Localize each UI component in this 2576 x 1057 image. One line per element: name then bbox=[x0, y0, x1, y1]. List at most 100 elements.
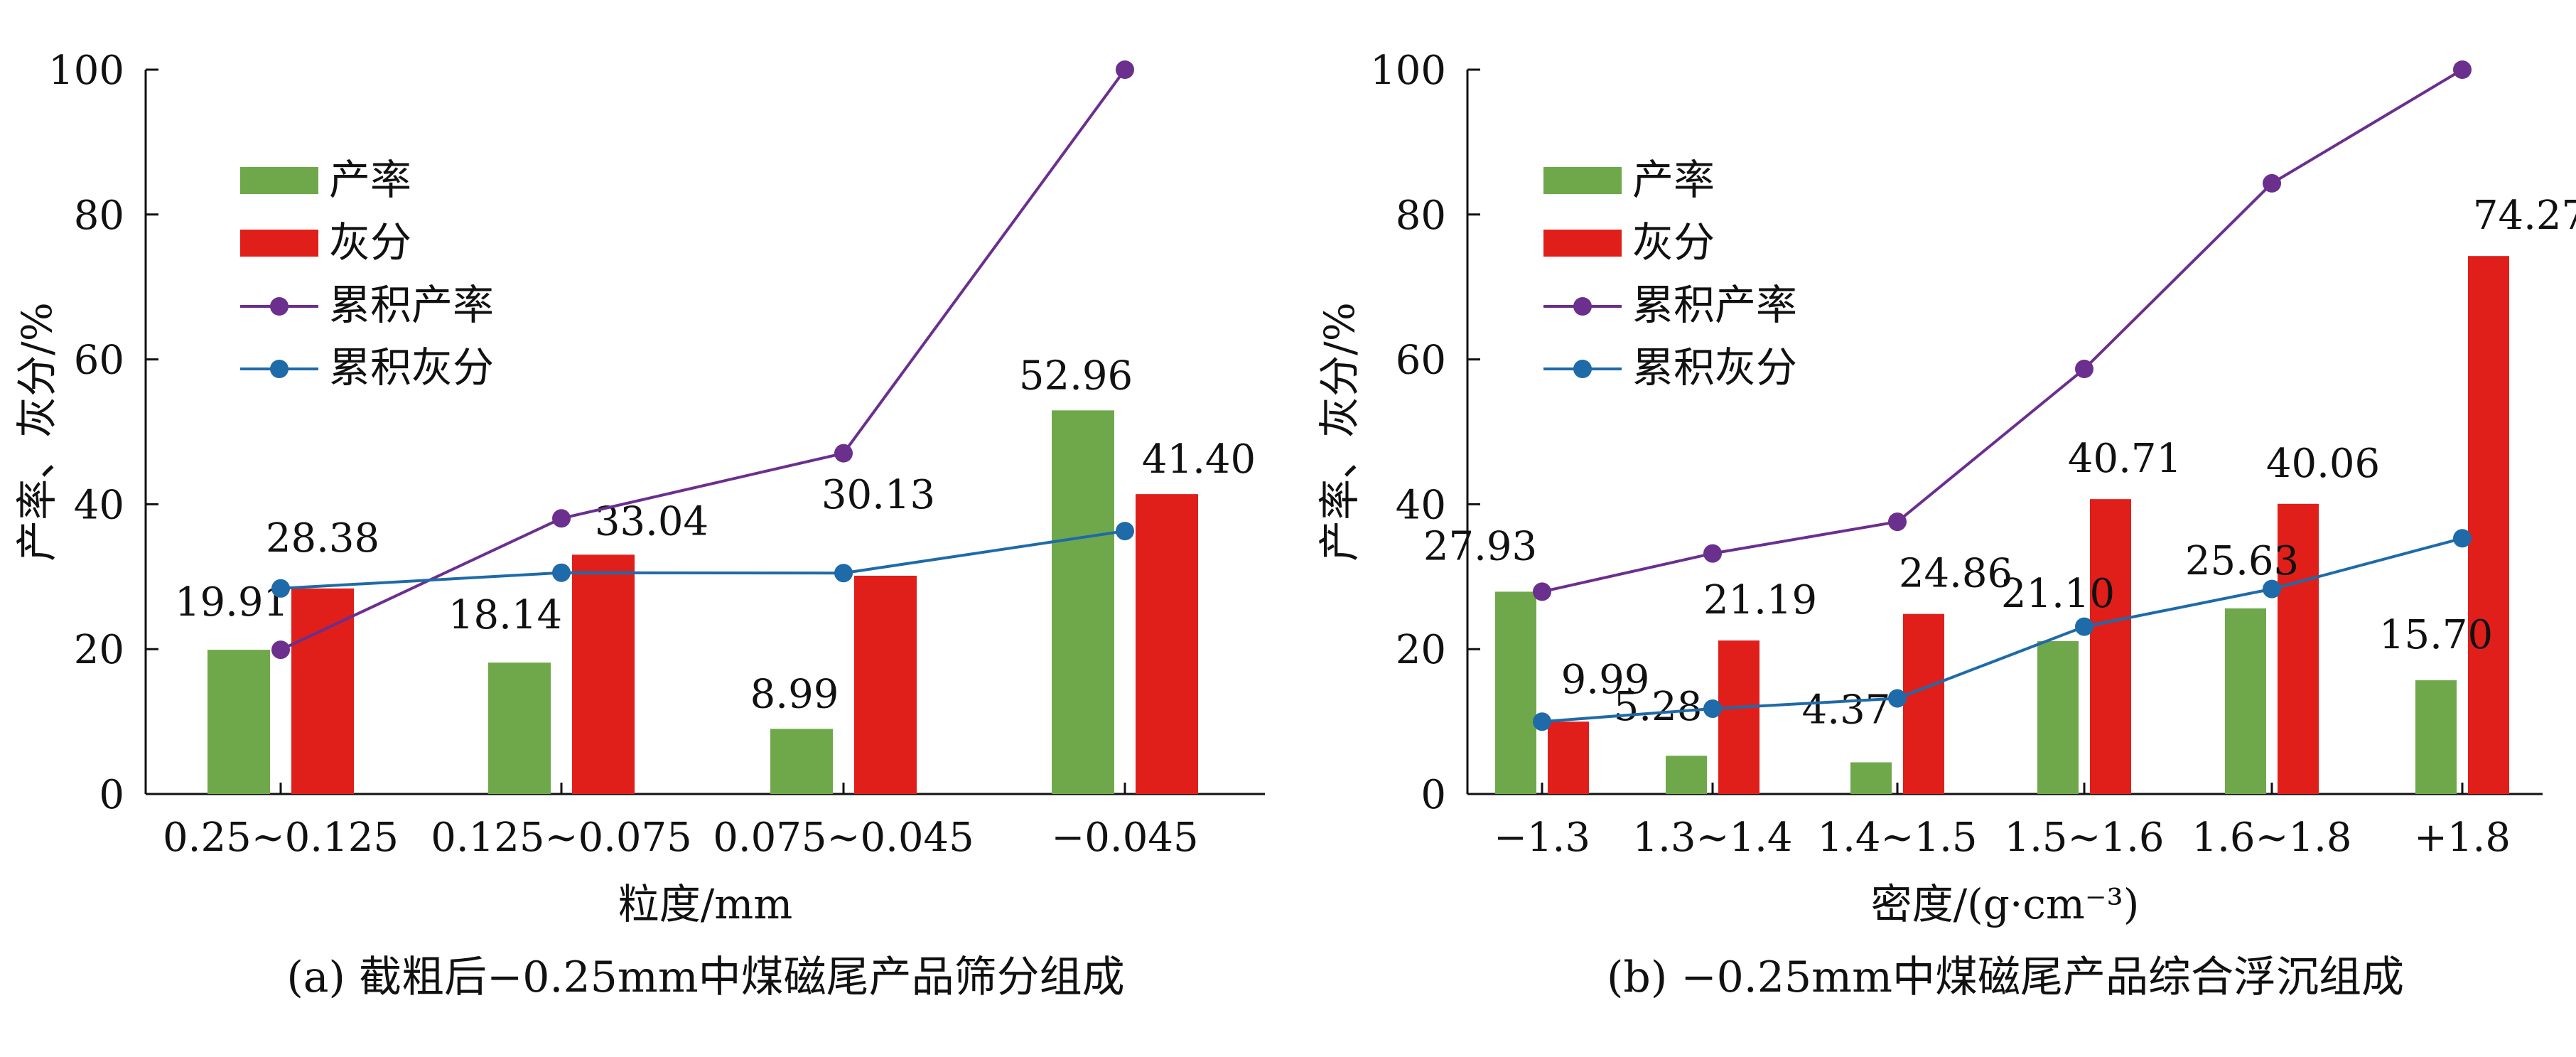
legend-label-ash: 灰分 bbox=[329, 218, 411, 267]
y-tick-label: 60 bbox=[1396, 338, 1446, 384]
bar-yield bbox=[2415, 680, 2457, 794]
x-tick-label: −1.3 bbox=[1494, 815, 1590, 861]
chart-a: 0 20 40 60 80 100 0.25~0.125 0.125~0.075 0.075~0… bbox=[13, 48, 1265, 1002]
bar-yield bbox=[770, 729, 833, 794]
data-label-ash: 28.38 bbox=[266, 515, 379, 562]
cum-ash-point bbox=[2075, 617, 2093, 636]
cum-yield-point bbox=[1116, 60, 1134, 79]
data-label-yield: 8.99 bbox=[750, 671, 839, 717]
y-tick-label: 40 bbox=[1396, 482, 1446, 528]
y-tick-label: 40 bbox=[74, 482, 124, 528]
bar-ash bbox=[2090, 499, 2131, 794]
x-tick-label: 1.3~1.4 bbox=[1632, 815, 1792, 861]
bar-yield bbox=[1850, 762, 1892, 794]
bar-yield bbox=[2225, 608, 2266, 794]
cum-yield-point bbox=[1533, 582, 1551, 601]
bar-yield bbox=[488, 662, 551, 794]
y-tick-label: 20 bbox=[1396, 627, 1446, 673]
data-label-yield: 21.10 bbox=[2001, 571, 2115, 617]
y-tick-label: 20 bbox=[74, 627, 124, 673]
x-tick-label: 0.125~0.075 bbox=[431, 815, 692, 861]
x-tick-label: +1.8 bbox=[2414, 815, 2511, 861]
legend-swatch-ash bbox=[240, 230, 318, 257]
legend-marker-cum-yield bbox=[270, 297, 289, 316]
cum-yield-point bbox=[1888, 513, 1907, 532]
bar-ash bbox=[1548, 721, 1589, 794]
bar-ash bbox=[291, 588, 354, 794]
cum-yield-point bbox=[834, 444, 853, 463]
data-label-ash: 40.06 bbox=[2266, 441, 2380, 487]
x-tick-label: −0.045 bbox=[1051, 815, 1198, 861]
bar-ash bbox=[2278, 503, 2319, 794]
legend-swatch-yield bbox=[1543, 167, 1622, 194]
bar-yield bbox=[1666, 756, 1707, 794]
data-label-yield: 18.14 bbox=[448, 592, 562, 638]
cum-yield-line bbox=[1541, 68, 2464, 594]
bar-ash bbox=[1718, 640, 1759, 794]
bar-ash bbox=[1136, 494, 1198, 794]
bar-yield bbox=[2037, 640, 2079, 794]
cum-ash-point bbox=[1533, 712, 1551, 731]
cum-yield-point bbox=[271, 640, 290, 660]
chart-b: 0 20 40 60 80 100 −1.3 1.3~1.4 1.4~1.5 1.5~1.6 1.6… bbox=[1315, 48, 2576, 1002]
data-label-yield: 4.37 bbox=[1802, 687, 1891, 733]
legend-marker-cum-ash bbox=[270, 360, 289, 378]
cum-ash-line bbox=[1541, 537, 2463, 724]
cum-ash-point bbox=[834, 564, 853, 583]
y-axis-title: 产率、灰分/% bbox=[13, 302, 61, 562]
cum-ash-point bbox=[552, 563, 571, 582]
bar-ash bbox=[1903, 613, 1944, 794]
legend-label-ash: 灰分 bbox=[1632, 218, 1715, 267]
data-label-ash: 30.13 bbox=[821, 472, 935, 518]
cum-ash-line bbox=[280, 530, 1126, 590]
data-label-yield: 27.93 bbox=[1423, 523, 1537, 569]
cum-ash-point bbox=[2263, 579, 2281, 599]
data-label-ash: 41.40 bbox=[1142, 436, 1256, 483]
y-axis-title: 产率、灰分/% bbox=[1315, 302, 1364, 562]
cum-yield-point bbox=[2075, 360, 2093, 379]
data-label-yield: 15.70 bbox=[2379, 612, 2493, 658]
x-tick-label: 0.075~0.045 bbox=[713, 815, 974, 861]
bar-ash bbox=[572, 554, 635, 794]
cum-ash-point bbox=[1116, 522, 1134, 541]
cum-ash-point bbox=[1703, 699, 1722, 718]
bar-ash bbox=[2468, 256, 2509, 794]
y-tick-label: 0 bbox=[99, 772, 124, 818]
cum-ash-point bbox=[1888, 689, 1907, 708]
y-tick-label: 100 bbox=[1370, 48, 1446, 94]
x-tick-label: 1.6~1.8 bbox=[2192, 815, 2351, 861]
data-label-yield: 5.28 bbox=[1614, 684, 1703, 730]
y-tick-label: 80 bbox=[74, 193, 124, 239]
data-label-ash: 74.27 bbox=[2473, 193, 2576, 239]
y-tick-label: 80 bbox=[1396, 193, 1446, 239]
legend-label-yield: 产率 bbox=[1632, 156, 1715, 204]
legend-label-cum-ash: 累积灰分 bbox=[1632, 343, 1797, 392]
legend-marker-cum-ash bbox=[1573, 360, 1592, 378]
legend-label-cum-yield: 累积产率 bbox=[329, 281, 494, 329]
y-tick-label: 100 bbox=[48, 48, 124, 94]
data-label-ash: 24.86 bbox=[1899, 551, 2012, 597]
x-tick-label: 1.5~1.6 bbox=[2004, 815, 2164, 861]
legend-swatch-ash bbox=[1543, 230, 1622, 257]
y-tick-label: 0 bbox=[1421, 772, 1446, 818]
data-label-yield: 52.96 bbox=[1019, 353, 1133, 399]
cum-yield-point bbox=[2263, 173, 2281, 193]
data-label-ash: 21.19 bbox=[1703, 577, 1817, 623]
cum-ash-point bbox=[2453, 529, 2472, 548]
chart-caption: (b) −0.25mm中煤磁尾产品综合浮沉组成 bbox=[1607, 953, 2404, 1002]
legend-label-cum-ash: 累积灰分 bbox=[329, 343, 494, 392]
legend-label-yield: 产率 bbox=[329, 156, 411, 204]
cum-yield-point bbox=[1703, 544, 1722, 563]
bar-ash bbox=[854, 575, 917, 794]
cum-yield-line bbox=[280, 68, 1126, 651]
x-axis-title: 粒度/mm bbox=[618, 880, 793, 928]
legend-marker-cum-yield bbox=[1573, 297, 1592, 316]
bar-yield bbox=[208, 650, 270, 794]
y-tick-label: 60 bbox=[74, 338, 124, 384]
data-label-ash: 9.99 bbox=[1561, 657, 1650, 703]
data-label-yield: 25.63 bbox=[2185, 538, 2299, 584]
data-label-ash: 40.71 bbox=[2068, 436, 2182, 482]
cum-yield-point bbox=[2453, 60, 2472, 79]
x-axis-title: 密度/(g·cm⁻³) bbox=[1871, 880, 2140, 928]
